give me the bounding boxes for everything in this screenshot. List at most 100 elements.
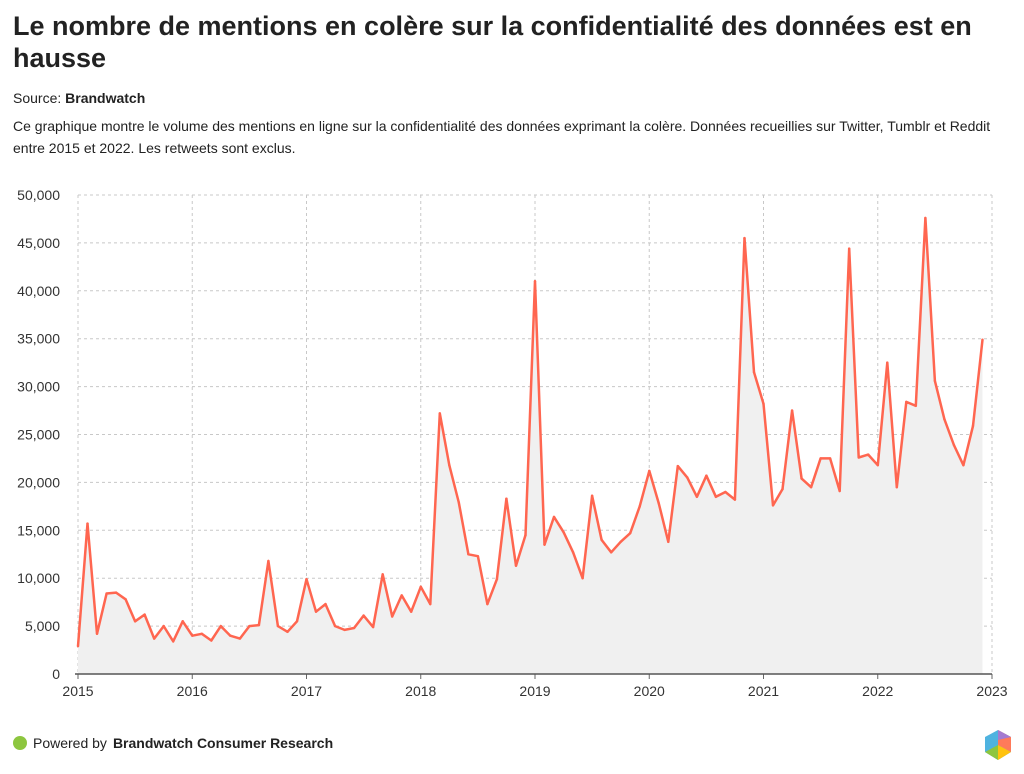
data-point — [191, 634, 194, 637]
data-point — [619, 540, 622, 543]
data-point — [210, 639, 213, 642]
data-point — [562, 531, 565, 534]
data-point — [105, 592, 108, 595]
source-name: Brandwatch — [65, 90, 146, 106]
data-point — [790, 409, 794, 412]
data-line — [76, 216, 984, 647]
data-point — [771, 504, 775, 507]
y-tick-label: 45,000 — [17, 235, 60, 251]
x-tick-label: 2015 — [62, 683, 93, 699]
data-point — [571, 551, 575, 554]
data-point — [600, 538, 603, 542]
data-point — [743, 236, 746, 240]
data-point — [533, 280, 537, 283]
data-point — [267, 559, 270, 563]
data-point — [248, 624, 251, 628]
data-point — [295, 620, 299, 623]
data-point — [695, 495, 699, 498]
data-point — [95, 632, 99, 635]
data-point — [476, 554, 480, 558]
y-tick-label: 5,000 — [25, 618, 60, 634]
data-point — [781, 487, 784, 491]
brandwatch-dot-icon — [13, 736, 27, 750]
source-line: Source: Brandwatch — [13, 90, 145, 106]
data-point — [676, 464, 680, 468]
data-point — [629, 531, 632, 535]
data-point — [981, 338, 984, 341]
y-tick-label: 40,000 — [17, 283, 60, 299]
data-point — [524, 533, 527, 537]
data-point — [895, 485, 898, 489]
data-point — [276, 624, 280, 628]
footer: Powered by Brandwatch Consumer Research — [13, 735, 333, 751]
data-point — [847, 247, 851, 250]
data-point — [429, 602, 432, 606]
data-point — [886, 361, 889, 364]
data-point — [638, 505, 641, 508]
data-point — [152, 637, 156, 640]
brand-name: Brandwatch Consumer Research — [112, 735, 334, 751]
brandwatch-logo-icon — [985, 730, 1011, 760]
data-point — [657, 502, 660, 505]
x-tick-label: 2020 — [634, 683, 665, 699]
data-point — [352, 626, 356, 630]
data-point — [714, 495, 718, 498]
data-point — [181, 620, 184, 623]
data-point — [752, 371, 756, 374]
data-point — [486, 602, 489, 606]
data-point — [514, 564, 518, 567]
data-point — [924, 216, 927, 220]
data-point — [286, 630, 289, 634]
y-tick-label: 30,000 — [17, 379, 60, 395]
data-point — [133, 620, 137, 623]
data-point — [590, 494, 594, 498]
data-point — [114, 591, 118, 594]
y-tick-label: 20,000 — [17, 474, 60, 490]
data-point — [943, 417, 946, 421]
data-point — [143, 613, 146, 616]
data-point — [86, 522, 89, 525]
data-point — [200, 632, 203, 635]
area-fill — [78, 218, 983, 674]
data-point — [381, 573, 384, 576]
data-point — [438, 412, 441, 415]
data-point — [581, 577, 584, 580]
data-point — [419, 585, 422, 589]
data-point — [76, 645, 80, 648]
y-tick-label: 0 — [52, 666, 60, 682]
data-point — [609, 551, 613, 554]
data-point — [952, 443, 956, 447]
data-point — [762, 402, 765, 406]
y-tick-label: 15,000 — [17, 522, 60, 538]
data-point — [543, 543, 546, 546]
data-point — [876, 463, 879, 467]
x-tick-label: 2018 — [405, 683, 436, 699]
powered-by-label: Powered by — [33, 735, 107, 751]
data-point — [467, 553, 470, 556]
y-tick-label: 35,000 — [17, 331, 60, 347]
data-point — [828, 457, 832, 460]
data-point — [724, 490, 727, 494]
data-point — [457, 501, 461, 504]
data-point — [229, 634, 232, 637]
data-point — [962, 463, 965, 467]
data-point — [390, 615, 394, 618]
data-point — [495, 577, 499, 581]
line-chart: 0 5,000 10,000 15,000 20,000 25,000 30,000 35,0… — [17, 187, 1008, 699]
data-point — [400, 594, 403, 597]
data-point — [371, 625, 375, 629]
x-tick-label: 2022 — [862, 683, 893, 699]
x-tick-label: 2021 — [748, 683, 779, 699]
data-point — [305, 577, 308, 581]
data-point — [505, 497, 508, 500]
data-point — [705, 474, 708, 477]
data-point — [162, 624, 165, 628]
data-point — [172, 640, 175, 643]
data-point — [257, 623, 261, 627]
source-label: Source: — [13, 90, 62, 106]
data-point — [819, 457, 822, 460]
data-point — [124, 598, 127, 601]
x-tick-label: 2019 — [519, 683, 550, 699]
x-tick-label: 2023 — [976, 683, 1007, 699]
data-point — [333, 624, 337, 628]
